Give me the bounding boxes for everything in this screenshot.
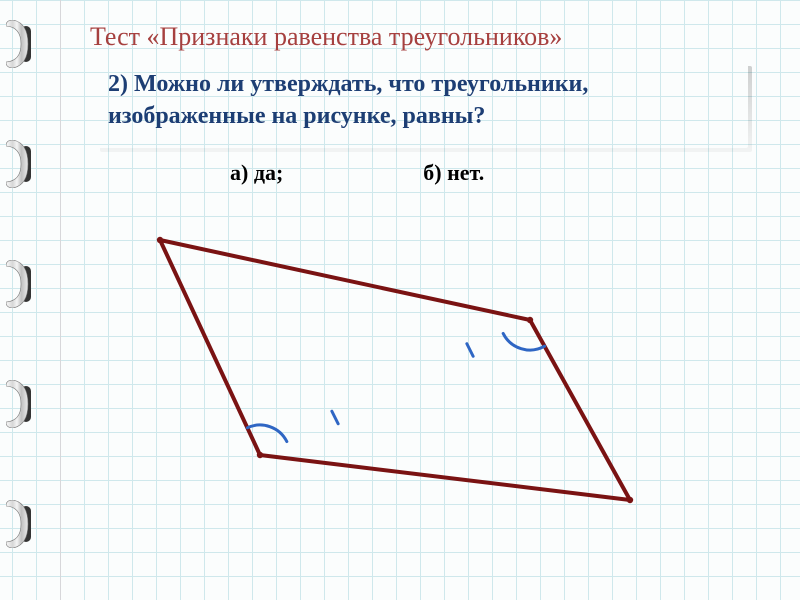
margin-line: [60, 0, 61, 600]
question-text: 2) Можно ли утверждать, что треугольники…: [108, 68, 744, 133]
triangles-diagram: [130, 210, 690, 550]
answer-options: а) да; б) нет.: [230, 160, 484, 186]
option-a[interactable]: а) да;: [230, 160, 283, 186]
option-b[interactable]: б) нет.: [423, 160, 484, 186]
binder-ring-icon: [6, 380, 40, 428]
binder-ring-icon: [6, 260, 40, 308]
page: Тест «Признаки равенства треугольников» …: [0, 0, 800, 600]
binder-ring-icon: [6, 20, 40, 68]
binder-ring-icon: [6, 140, 40, 188]
binder-ring-icon: [6, 500, 40, 548]
page-title: Тест «Признаки равенства треугольников»: [90, 22, 562, 52]
